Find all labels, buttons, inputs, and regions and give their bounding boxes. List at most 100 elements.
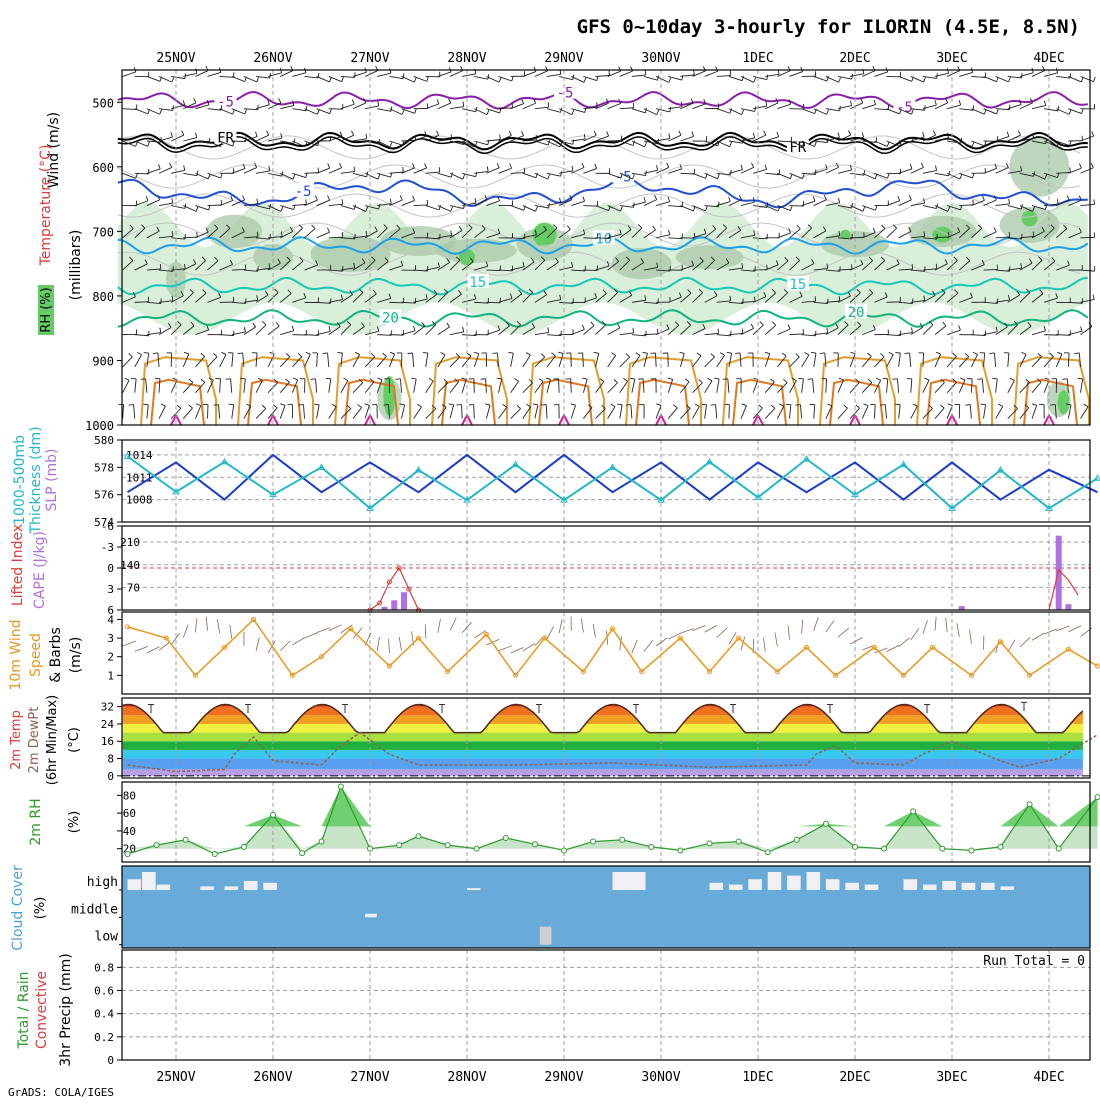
wind-barb <box>716 405 717 419</box>
precip-axis-title: 3hr Precip (mm) <box>58 953 74 1066</box>
wind-barb <box>232 76 245 81</box>
wind10-barb <box>389 639 390 653</box>
wind10-barb <box>935 617 936 631</box>
date-label-bottom: 2DEC <box>839 1070 870 1085</box>
rh2m-point <box>125 852 130 857</box>
wind-barb-flag <box>1094 77 1096 82</box>
temp-color-band <box>122 707 1090 716</box>
wind-barb <box>183 138 197 141</box>
wind-barb <box>305 109 318 115</box>
wind-barb-flag <box>973 352 978 354</box>
wind-barb-flag <box>534 67 536 72</box>
wind-barb <box>813 379 814 393</box>
date-label-top: 25NOV <box>156 51 195 66</box>
wind10-barb <box>693 625 706 630</box>
wind-barb-flag <box>323 353 328 354</box>
wind-barb-flag <box>685 379 689 382</box>
wind-barb-flag <box>129 353 133 356</box>
wind-barb-flag <box>253 323 256 327</box>
wind-barb <box>583 238 597 239</box>
wind-barb-flag <box>765 165 767 170</box>
wind-barb <box>135 173 149 174</box>
wind-barb <box>765 137 778 141</box>
wind-barb <box>317 232 330 237</box>
wind-barb-flag <box>257 199 258 204</box>
wind-barb <box>499 168 512 173</box>
wind-barb-flag <box>281 207 283 212</box>
wind-barb-flag <box>777 132 779 137</box>
date-label-bottom: 1DEC <box>742 1070 773 1085</box>
wind-barb <box>984 405 986 419</box>
wind-barb-flag <box>614 379 618 382</box>
wind-barb-flag <box>485 404 490 405</box>
wind-barb-flag <box>972 173 974 178</box>
rh2m-point <box>998 844 1003 849</box>
wind-barb <box>317 405 319 419</box>
cloud-high-bar <box>263 883 277 890</box>
wind-barb-flag <box>474 352 479 354</box>
wind-barb <box>402 405 405 419</box>
wind10-barb <box>946 618 947 632</box>
wind-barb <box>717 335 731 336</box>
wind-barb <box>935 354 941 367</box>
wind-barb <box>874 357 884 367</box>
wind10-barb <box>147 647 160 653</box>
wind-barb <box>389 109 402 115</box>
wind-barb-flag <box>838 198 839 203</box>
wind-barb-flag <box>184 352 189 354</box>
wind-barb-flag <box>1018 131 1020 135</box>
wind-barb-flag <box>1081 77 1083 82</box>
wind-barb <box>511 173 525 174</box>
wind-barb-flag <box>292 326 294 331</box>
wind-barb <box>947 105 961 109</box>
wind-barb-flag <box>839 78 841 83</box>
wind-barb <box>450 405 454 419</box>
wind-barb-flag <box>197 171 198 176</box>
wind-barb <box>862 406 868 419</box>
wind-barb <box>1008 135 1021 141</box>
wind-barb-flag <box>643 352 648 353</box>
wind-barb <box>341 353 343 367</box>
wind-barb-flag <box>1009 199 1010 204</box>
wind-barb <box>705 405 707 419</box>
wind-barb <box>486 405 490 419</box>
wind-barb <box>147 405 148 419</box>
wind-barb-flag <box>487 166 488 171</box>
wind-barb <box>462 74 476 77</box>
contour-label: 20 <box>848 305 865 321</box>
temp-color-band <box>122 741 1090 750</box>
wind-barb <box>486 379 487 393</box>
temp-axis-title-3: (6hr Min/Max) <box>45 695 60 785</box>
wind-barb-flag <box>517 405 521 408</box>
li-tick-label: 3 <box>107 583 114 596</box>
cloud-high-bar <box>962 883 976 890</box>
wind-barb-flag <box>782 353 786 356</box>
wind-barb-flag <box>844 405 848 408</box>
wind10-barb <box>329 625 342 631</box>
wind-barb-flag <box>196 133 197 138</box>
wind10-barb <box>559 619 562 633</box>
wind-barb-flag <box>510 164 512 169</box>
wind-barb <box>740 353 741 367</box>
wind-barb-flag <box>692 132 694 137</box>
lifted-index-line <box>1049 570 1078 610</box>
wind-barb-flag <box>730 142 732 147</box>
wind-barb-flag <box>328 196 330 201</box>
wind-barb-flag <box>720 353 724 356</box>
wind-barb <box>305 173 319 174</box>
wind-barb-flag <box>270 352 275 354</box>
wind-barb-flag <box>694 70 695 75</box>
wind-barb-flag <box>583 196 585 201</box>
wind10-barb <box>899 638 910 647</box>
wind-barb <box>523 173 536 177</box>
wind-barb-flag <box>839 378 844 380</box>
wind-barb <box>753 135 766 141</box>
wind-barb <box>401 379 402 393</box>
wind-barb-flag <box>892 379 897 380</box>
wind-barb <box>317 76 330 81</box>
wind-barb-flag <box>184 165 185 170</box>
wind-barb-flag <box>315 196 317 201</box>
date-label-top: 27NOV <box>350 51 389 66</box>
cloud-high-bar <box>826 879 840 890</box>
cloud-high-bar <box>200 886 214 890</box>
